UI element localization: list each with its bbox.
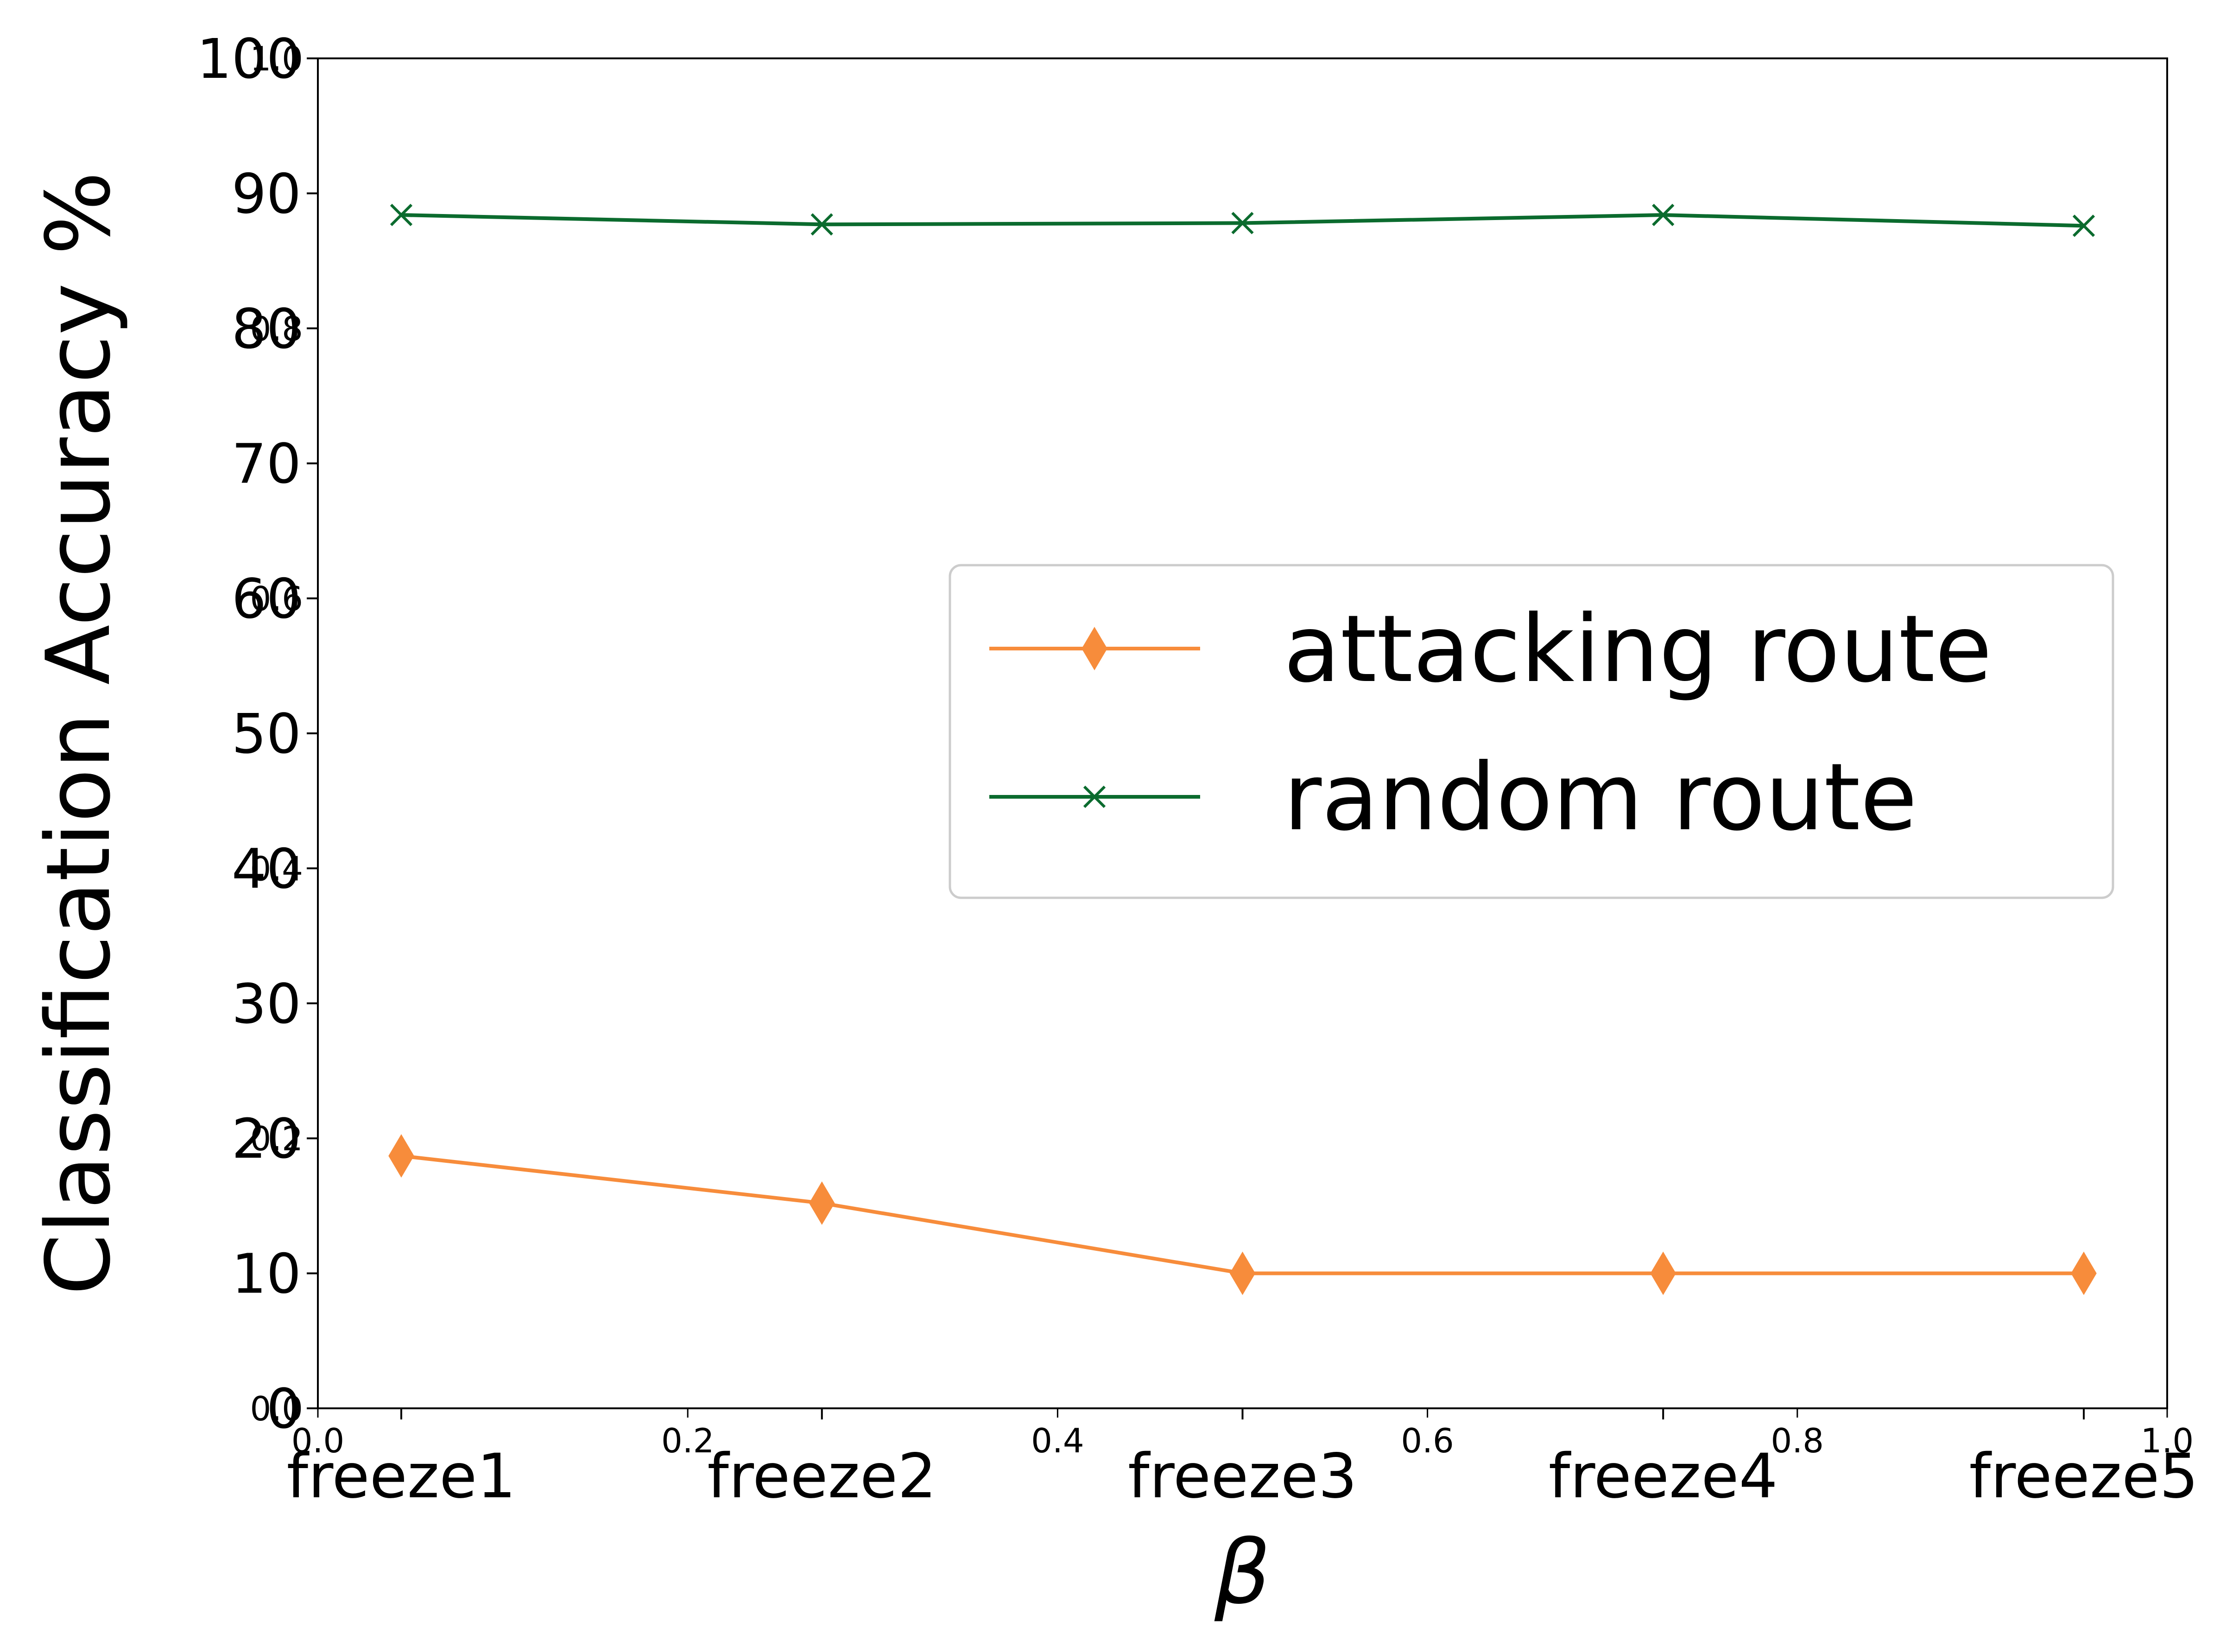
legend-label-0: attacking route [1284, 595, 1992, 703]
y-axis-label: Classification Accuracy % [27, 171, 130, 1295]
y-tick-label: 50 [232, 702, 301, 766]
data-point-series0-4 [2071, 1251, 2097, 1295]
y-tick-label: 100 [197, 27, 301, 91]
legend-box [949, 564, 2114, 899]
secondary-x-tick-label: 0.8 [1771, 1421, 1824, 1460]
axes-group: 0.0 0.2 0.4 0.6 0.8 1.0 0.0 0.2 0.4 0.6 0.8 1.0 0 10 2… [27, 27, 2198, 1624]
x-tick-label: freeze3 [1128, 1441, 1357, 1512]
y-tick-label: 30 [232, 972, 301, 1036]
y-tick-label: 10 [232, 1242, 301, 1306]
secondary-y-tick-label: 0.0 [250, 1389, 303, 1428]
y-tick-label: 0 [266, 1377, 301, 1441]
y-tick-label: 40 [232, 837, 301, 901]
data-point-series0-0 [388, 1134, 414, 1178]
secondary-x-tick-label: 0.0 [291, 1421, 345, 1460]
data-point-series0-1 [809, 1181, 835, 1225]
legend: attacking route random route [949, 564, 2114, 899]
secondary-y-tick-label: 0.4 [250, 849, 303, 888]
data-point-series1-3 [1652, 203, 1675, 227]
secondary-y-tick-label: 0.6 [250, 580, 303, 618]
x-tick-label: freeze1 [287, 1441, 516, 1512]
secondary-x-tick-label: 0.6 [1401, 1421, 1454, 1460]
secondary-y-tick-label: 0.2 [250, 1119, 303, 1158]
x-axis-label: β [1214, 1521, 1271, 1624]
y-tick-label: 20 [232, 1107, 301, 1171]
secondary-y-tick-label: 0.8 [250, 309, 303, 348]
secondary-y-tick-label: 1.0 [250, 39, 303, 78]
data-point-series1-0 [390, 203, 413, 227]
y-tick-label: 70 [232, 432, 301, 496]
series-group [388, 203, 2097, 1295]
legend-marker-0 [1082, 627, 1107, 670]
data-point-series1-2 [1231, 212, 1254, 234]
secondary-x-tick-label: 0.4 [1031, 1421, 1084, 1460]
legend-label-1: random route [1284, 744, 1917, 851]
data-point-series1-1 [810, 213, 833, 236]
x-tick-label: freeze4 [1549, 1441, 1778, 1512]
legend-marker-1 [1083, 785, 1106, 808]
y-tick-label: 80 [232, 297, 301, 361]
data-point-series1-4 [2072, 214, 2095, 237]
data-point-series0-3 [1650, 1251, 1676, 1295]
x-tick-label: freeze5 [1969, 1441, 2199, 1512]
secondary-x-tick-label: 1.0 [2141, 1421, 2194, 1460]
y-tick-label: 60 [232, 567, 301, 631]
x-tick-label: freeze2 [707, 1441, 936, 1512]
y-tick-label: 90 [232, 162, 301, 226]
data-point-series0-2 [1229, 1251, 1256, 1295]
secondary-x-tick-label: 0.2 [661, 1421, 715, 1460]
